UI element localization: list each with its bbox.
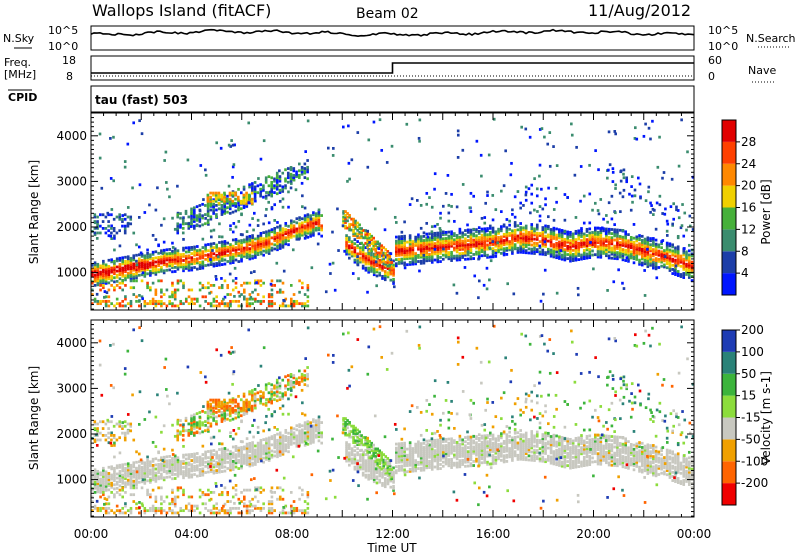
velocity-data bbox=[91, 324, 695, 515]
colorbar-swatch bbox=[722, 185, 736, 208]
colorbar-swatch bbox=[722, 395, 736, 418]
velocity-colorbar-label: Velocity [m s-1] bbox=[759, 371, 773, 465]
power-ylabel: Slant Range [km] bbox=[27, 160, 41, 264]
colorbar-tick-label: 20 bbox=[741, 179, 756, 193]
x-tick-label: 16:00 bbox=[476, 527, 511, 541]
cpid-value: tau (fast) 503 bbox=[95, 93, 188, 107]
colorbar-swatch bbox=[722, 373, 736, 396]
x-axis-label: Time UT bbox=[366, 541, 417, 554]
noise-panel: N.Sky 10^5 10^0 10^5 10^0 N.Search bbox=[3, 24, 796, 53]
colorbar-swatch bbox=[722, 120, 736, 142]
nsky-tick-top: 10^5 bbox=[48, 24, 78, 37]
x-tick-labels: 00:00 04:00 08:00 12:00 16:00 20:00 00:00 bbox=[74, 527, 712, 541]
freq-series bbox=[91, 62, 694, 74]
colorbar-tick-label: 12 bbox=[741, 222, 756, 236]
freq-tick-bottom: 8 bbox=[66, 70, 73, 83]
x-tick-label: 12:00 bbox=[375, 527, 410, 541]
nsky-label: N.Sky bbox=[3, 32, 35, 45]
colorbar-tick-label: 28 bbox=[741, 135, 756, 149]
nsearch-label: N.Search bbox=[746, 32, 796, 45]
station-title: Wallops Island (fitACF) bbox=[92, 1, 271, 20]
colorbar-swatch bbox=[722, 163, 736, 186]
cpid-label: CPID bbox=[8, 91, 37, 104]
nsearch-tick-top: 10^5 bbox=[708, 24, 738, 37]
x-tick-label: 00:00 bbox=[677, 527, 712, 541]
colorbar-swatch bbox=[722, 417, 736, 440]
colorbar-tick-label: 200 bbox=[741, 323, 764, 337]
colorbar-tick-label: -200 bbox=[741, 476, 768, 490]
colorbar-swatch bbox=[722, 207, 736, 230]
freq-panel: Freq. [MHz] 18 8 60 0 Nave CPID bbox=[4, 54, 776, 104]
noise-series bbox=[90, 28, 695, 38]
cpid-strip: tau (fast) 503 bbox=[90, 85, 695, 113]
nave-tick-bottom: 0 bbox=[708, 70, 715, 83]
velocity-colorbar: -200 -100 -50 -15 15 50 100 200 bbox=[721, 323, 768, 506]
freq-label: Freq. bbox=[4, 56, 31, 69]
colorbar-tick-label: -15 bbox=[741, 411, 761, 425]
y-tick-label: 2000 bbox=[56, 220, 87, 234]
y-tick-label: 3000 bbox=[56, 381, 87, 395]
colorbar-tick-label: -50 bbox=[741, 432, 761, 446]
colorbar-tick-label: 4 bbox=[741, 266, 749, 280]
colorbar-tick-label: 8 bbox=[741, 244, 749, 258]
colorbar-tick-label: 50 bbox=[741, 367, 756, 381]
velocity-panel: 1000 2000 3000 4000 Slant Range [km] bbox=[27, 319, 695, 518]
x-tick-label: 08:00 bbox=[275, 527, 310, 541]
colorbar-swatch bbox=[722, 229, 736, 252]
beam-title: Beam 02 bbox=[356, 6, 419, 22]
power-colorbar-label: Power [dB] bbox=[759, 179, 773, 244]
freq-unit: [MHz] bbox=[4, 68, 36, 81]
colorbar-tick-label: 100 bbox=[741, 345, 764, 359]
y-tick-label: 4000 bbox=[56, 129, 87, 143]
y-tick-label: 1000 bbox=[56, 473, 87, 487]
colorbar-swatch bbox=[722, 273, 736, 295]
power-panel: 1000 2000 3000 4000 Slant Range [km] bbox=[27, 112, 695, 311]
colorbar-swatch bbox=[722, 330, 736, 352]
x-tick-label: 20:00 bbox=[576, 527, 611, 541]
power-colorbar: 4 8 12 16 20 24 28 bbox=[721, 119, 756, 296]
colorbar-tick-label: 24 bbox=[741, 157, 756, 171]
colorbar-swatch bbox=[722, 251, 736, 274]
nave-label: Nave bbox=[748, 64, 776, 77]
colorbar-swatch bbox=[722, 439, 736, 462]
y-tick-label: 2000 bbox=[56, 427, 87, 441]
colorbar-swatch bbox=[722, 351, 736, 374]
colorbar-tick-label: 16 bbox=[741, 201, 756, 215]
x-tick-label: 04:00 bbox=[174, 527, 209, 541]
nave-tick-top: 60 bbox=[708, 54, 722, 67]
colorbar-swatch bbox=[722, 141, 736, 164]
freq-tick-top: 18 bbox=[62, 54, 76, 67]
colorbar-tick-label: 15 bbox=[741, 389, 756, 403]
nsearch-tick-bottom: 10^0 bbox=[708, 40, 738, 53]
velocity-ylabel: Slant Range [km] bbox=[27, 366, 41, 470]
date-title: 11/Aug/2012 bbox=[588, 1, 691, 20]
colorbar-tick-label: -100 bbox=[741, 454, 768, 468]
x-tick-label: 00:00 bbox=[74, 527, 109, 541]
power-axis-ticks: 1000 2000 3000 4000 bbox=[56, 112, 695, 310]
y-tick-label: 4000 bbox=[56, 336, 87, 350]
power-data bbox=[91, 117, 695, 308]
nsky-tick-bottom: 10^0 bbox=[48, 40, 78, 53]
y-tick-label: 1000 bbox=[56, 266, 87, 280]
colorbar-swatch bbox=[722, 461, 736, 484]
velocity-axis-ticks: 1000 2000 3000 4000 bbox=[56, 319, 695, 517]
colorbar-swatch bbox=[722, 483, 736, 505]
y-tick-label: 3000 bbox=[56, 174, 87, 188]
